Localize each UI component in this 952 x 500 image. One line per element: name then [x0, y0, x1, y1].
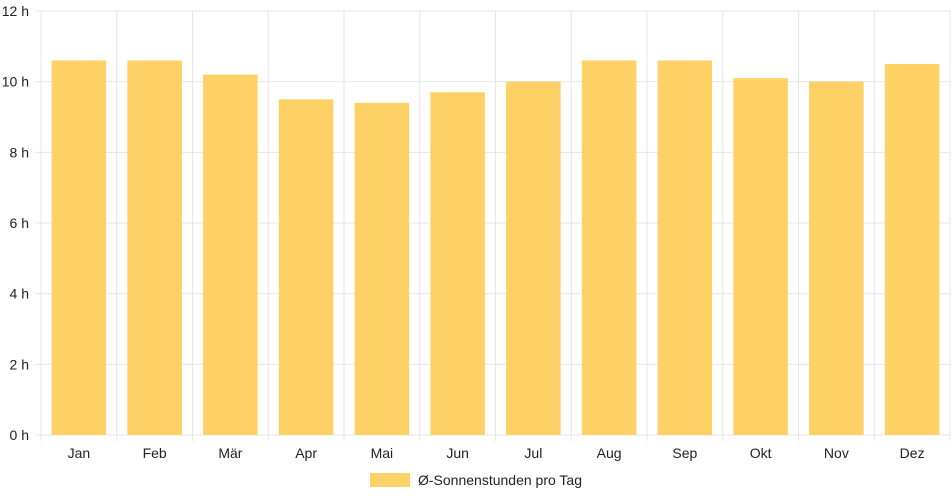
bars [51, 60, 940, 436]
y-tick-label: 12 h [2, 3, 29, 19]
bar-okt[interactable] [733, 78, 788, 435]
grid [35, 10, 951, 441]
x-tick-label: Sep [672, 445, 697, 461]
x-tick-label: Mai [371, 445, 394, 461]
x-tick-label: Jul [524, 445, 542, 461]
x-axis-ticks: Jan Feb Mär Apr Mai Jun Jul Aug Sep Okt Nov Dez [68, 445, 925, 461]
bar-mai[interactable] [354, 102, 410, 435]
bar-jan[interactable] [51, 60, 107, 435]
bar-mär[interactable] [203, 74, 258, 435]
x-tick-label: Jun [446, 445, 469, 461]
bar-jun[interactable] [430, 92, 485, 436]
x-tick-label: Feb [143, 445, 167, 461]
bar-feb[interactable] [127, 60, 182, 435]
y-tick-label: 4 h [10, 286, 29, 302]
x-tick-label: Jan [68, 445, 91, 461]
y-tick-label: 8 h [10, 144, 29, 160]
x-tick-label: Okt [750, 445, 772, 461]
y-tick-label: 10 h [2, 74, 29, 90]
y-tick-label: 0 h [10, 427, 29, 443]
y-tick-label: 2 h [10, 356, 29, 372]
bar-aug[interactable] [581, 60, 637, 435]
x-tick-label: Mär [218, 445, 242, 461]
x-tick-label: Aug [597, 445, 622, 461]
bar-nov[interactable] [809, 81, 864, 436]
bar-apr[interactable] [278, 99, 334, 435]
x-tick-label: Apr [295, 445, 317, 461]
legend[interactable]: Ø-Sonnenstunden pro Tag [0, 472, 952, 488]
y-tick-label: 6 h [10, 215, 29, 231]
bar-jul[interactable] [506, 81, 561, 436]
bar-chart: 0 h2 h4 h6 h8 h10 h12 h Jan Feb Mär Apr Mai J… [2, 3, 951, 461]
legend-swatch [370, 473, 410, 487]
bar-sep[interactable] [657, 60, 713, 435]
x-tick-label: Dez [900, 445, 925, 461]
bar-dez[interactable] [884, 64, 940, 435]
y-axis-ticks: 0 h 2 h 4 h 6 h 8 h 10 h 12 h [2, 3, 29, 443]
x-tick-label: Nov [824, 445, 849, 461]
legend-label: Ø-Sonnenstunden pro Tag [418, 472, 582, 488]
